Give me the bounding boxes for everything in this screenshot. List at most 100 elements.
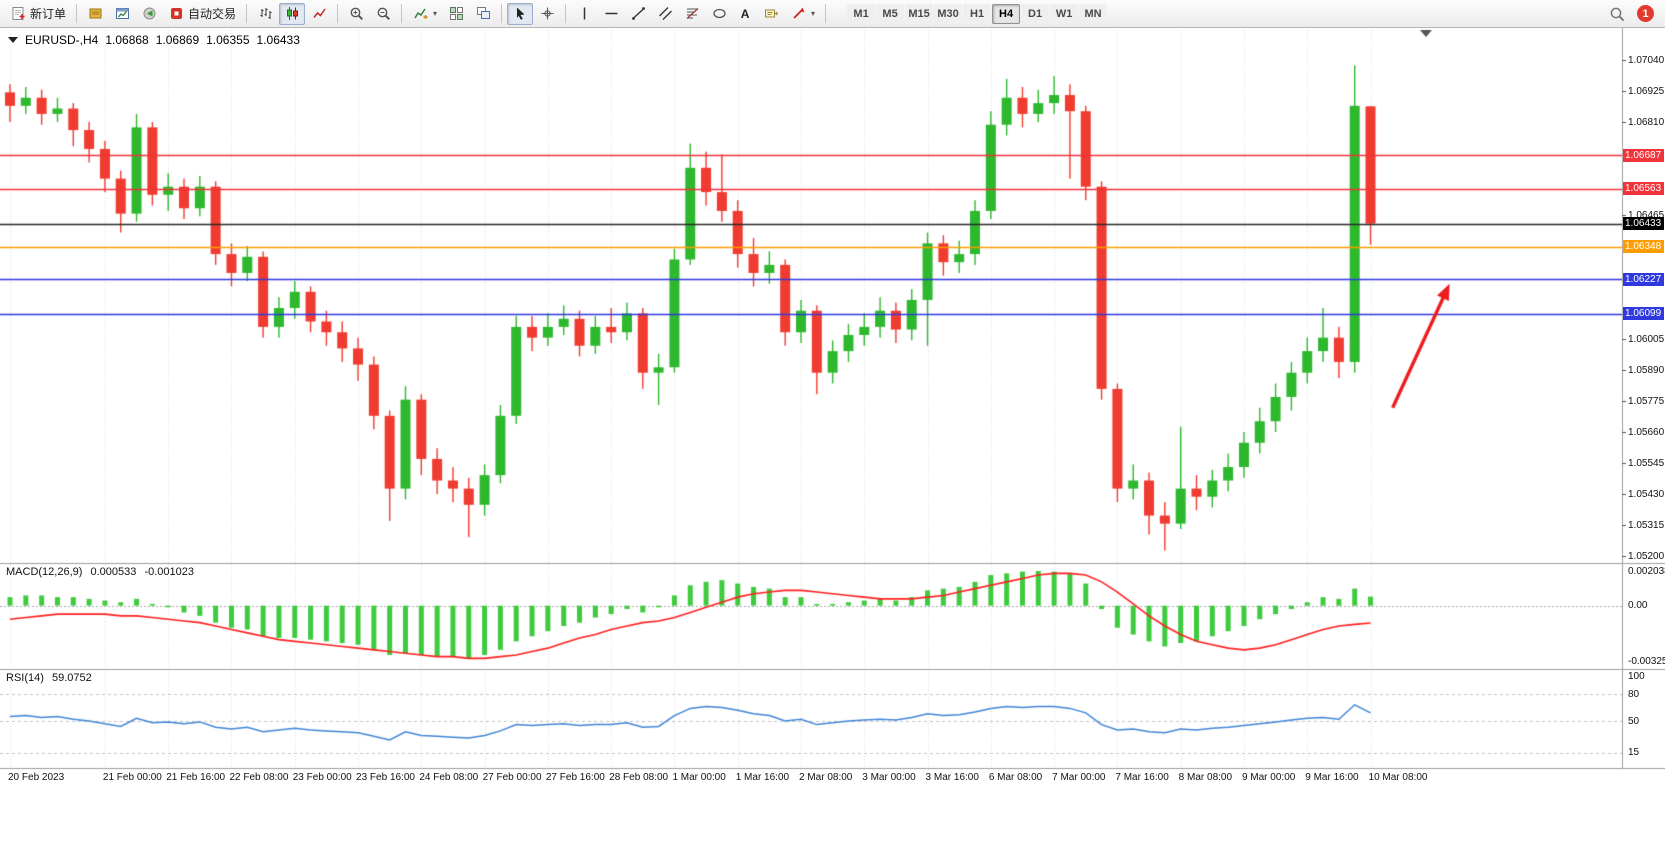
macd-name: MACD(12,26,9): [6, 566, 83, 578]
price-scale-tick: 1.05430: [1628, 488, 1665, 500]
timeframe-M15[interactable]: M15: [905, 3, 934, 24]
cascade-windows-icon: [475, 6, 491, 22]
price-scale-tick: 1.05775: [1628, 395, 1665, 407]
macd-scale-label: -0.003256: [1628, 655, 1665, 667]
price-scale-tick: 1.06810: [1628, 116, 1665, 128]
bar-chart-icon: [257, 6, 273, 22]
cursor-button[interactable]: [507, 2, 534, 25]
time-axis-label: 21 Feb 16:00: [166, 772, 226, 783]
notification-badge[interactable]: 1: [1637, 5, 1654, 22]
price-level-tag[interactable]: 1.06433: [1623, 217, 1664, 231]
bar-chart-button[interactable]: [252, 3, 278, 25]
rsi-scale-label: 100: [1628, 670, 1645, 682]
trendline-icon: [630, 6, 646, 22]
tile-windows-button[interactable]: [443, 3, 469, 25]
price-level-tag[interactable]: 1.06348: [1623, 240, 1664, 254]
zoom-out-button[interactable]: [370, 3, 396, 25]
candlestick-chart-button[interactable]: [279, 2, 306, 25]
toolbar-separator: [825, 4, 827, 23]
price-scale-tick: 1.05890: [1628, 364, 1665, 376]
timeframe-W1[interactable]: W1: [1050, 3, 1079, 24]
price-level-tag[interactable]: 1.06227: [1623, 272, 1664, 286]
toolbar-separator: [401, 4, 403, 23]
horizontal-line-icon: [603, 6, 619, 22]
channel-button[interactable]: [652, 3, 678, 25]
new-order-icon: [10, 6, 26, 22]
time-axis-label: 7 Mar 16:00: [1115, 772, 1169, 783]
timeframe-buttons: M1 M5 M15 M30 H1 H4 D1 W1 MN: [847, 3, 1108, 24]
rsi-scale-label: 15: [1628, 747, 1640, 758]
chart-high-value: 1.06869: [155, 33, 200, 47]
tile-windows-icon: [448, 6, 464, 22]
price-chart-canvas[interactable]: [0, 28, 1665, 843]
price-scale-tick: 1.05545: [1628, 457, 1665, 469]
zoom-in-icon: [348, 6, 364, 22]
price-level-tag[interactable]: 1.06563: [1623, 182, 1664, 196]
auto-trading-button[interactable]: 自动交易: [163, 3, 241, 25]
crosshair-button[interactable]: [534, 3, 560, 25]
line-chart-icon: [311, 6, 327, 22]
price-scale-tick: 1.05200: [1628, 550, 1665, 562]
price-scale-tick: 1.06465: [1628, 209, 1665, 221]
fibonacci-button[interactable]: [679, 3, 705, 25]
time-axis-label: 2 Mar 08:00: [799, 772, 853, 783]
rsi-scale-label: 50: [1628, 715, 1640, 727]
toolbar-separator: [501, 4, 503, 23]
market-watch-button[interactable]: [82, 3, 108, 25]
time-axis-label: 8 Mar 08:00: [1178, 772, 1233, 783]
vertical-line-icon: [576, 6, 592, 22]
cascade-windows-button[interactable]: [470, 3, 496, 25]
text-label-button[interactable]: [758, 3, 784, 25]
rsi-scale-label: 80: [1628, 688, 1640, 700]
indicators-button[interactable]: ▾: [407, 3, 442, 25]
new-order-button[interactable]: 新订单: [5, 3, 71, 25]
search-button[interactable]: [1604, 3, 1630, 25]
timeframe-H1[interactable]: H1: [963, 3, 992, 24]
chart-open-value: 1.06868: [105, 33, 149, 47]
time-axis-label: 9 Mar 16:00: [1305, 772, 1359, 783]
time-axis-label: 20 Feb 2023: [8, 772, 65, 783]
toolbar-separator: [565, 4, 567, 23]
chart-window: EURUSD-,H4 1.06868 1.06869 1.06355 1.064…: [0, 28, 1665, 843]
macd-main-value: 0.000533: [90, 566, 137, 578]
toolbar-separator: [246, 4, 248, 23]
trendline-button[interactable]: [625, 3, 651, 25]
timeframe-M5[interactable]: M5: [876, 3, 905, 24]
megaphone-icon: [141, 6, 157, 22]
time-axis-label: 3 Mar 00:00: [862, 772, 916, 783]
time-axis-label: 9 Mar 00:00: [1241, 772, 1296, 783]
market-watch-icon: [87, 6, 103, 22]
timeframe-M30[interactable]: M30: [934, 3, 963, 24]
price-scale-tick: 1.07040: [1628, 54, 1665, 66]
timeframe-H4[interactable]: H4: [992, 3, 1021, 24]
line-chart-button[interactable]: [306, 3, 332, 25]
arrows-icon: [790, 6, 806, 22]
main-toolbar: 新订单 自动交易: [0, 0, 1665, 28]
time-axis-label: 21 Feb 00:00: [102, 772, 162, 783]
timeframe-D1[interactable]: D1: [1021, 3, 1050, 24]
vertical-line-button[interactable]: [571, 3, 597, 25]
price-level-tag[interactable]: 1.06099: [1623, 307, 1664, 321]
timeframe-M1[interactable]: M1: [847, 3, 876, 24]
text-icon: A: [740, 6, 750, 21]
shapes-icon: [711, 6, 727, 22]
new-chart-icon: [114, 6, 130, 22]
rsi-indicator-label: RSI(14) 59.0752: [6, 672, 97, 684]
price-scale-tick: 1.06925: [1628, 85, 1665, 97]
time-axis-label: 23 Feb 16:00: [356, 772, 415, 783]
time-axis-label: 3 Mar 16:00: [925, 772, 979, 783]
price-scale-tick: 1.06005: [1628, 333, 1665, 345]
zoom-in-button[interactable]: [343, 3, 369, 25]
chart-title: EURUSD-,H4 1.06868 1.06869 1.06355 1.064…: [8, 33, 300, 47]
new-chart-button[interactable]: [109, 3, 135, 25]
macd-scale-label: 0.002038: [1628, 565, 1665, 577]
timeframe-MN[interactable]: MN: [1079, 3, 1108, 24]
alerts-button[interactable]: [136, 3, 162, 25]
shapes-button[interactable]: [706, 3, 732, 25]
price-level-tag[interactable]: 1.06687: [1623, 148, 1664, 162]
text-tool-button[interactable]: A: [733, 3, 757, 25]
arrows-tool-button[interactable]: ▾: [785, 3, 820, 25]
chart-menu-icon[interactable]: [8, 37, 18, 43]
horizontal-line-button[interactable]: [598, 3, 624, 25]
dropdown-caret-icon: ▾: [811, 9, 816, 18]
